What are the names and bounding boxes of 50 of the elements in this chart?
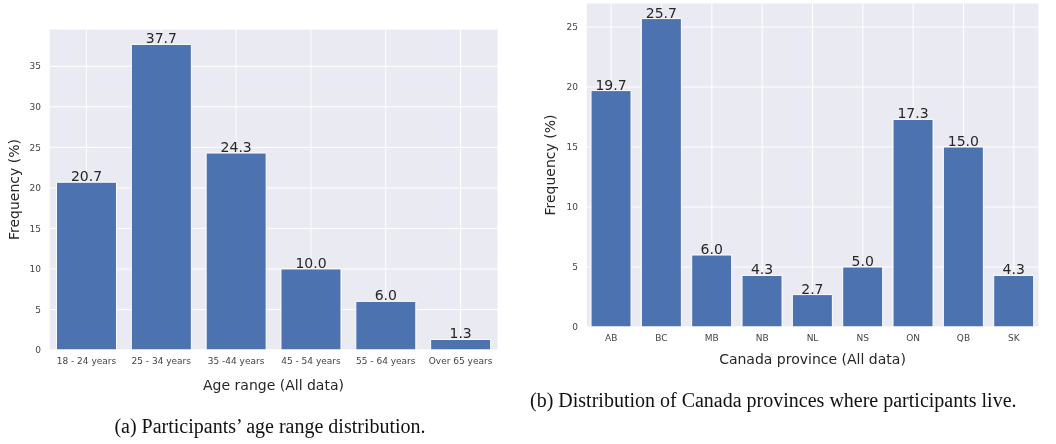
data-label: 5.0 <box>851 253 874 269</box>
y-tick-label: 10 <box>566 202 579 213</box>
x-tick-label: 35 -44 years <box>207 356 265 367</box>
data-label: 10.0 <box>295 254 327 271</box>
text: (b) Distribution of Canada provinces where participants live. <box>530 388 1018 412</box>
x-tick-label: Over 65 years <box>428 356 493 367</box>
x-axis-title: Age range (All data) <box>203 377 344 393</box>
data-label: 17.3 <box>897 105 929 122</box>
data-label: 6.0 <box>374 287 397 304</box>
data-label: 2.7 <box>801 280 824 297</box>
y-tick-label: 0 <box>572 322 579 333</box>
x-tick-label: 55 - 64 years <box>355 356 416 367</box>
y-tick-label: 5 <box>572 262 578 273</box>
y-tick-label: 25 <box>29 142 41 153</box>
x-tick-label: SK <box>1008 333 1021 344</box>
text: (a) Participants’ age range distribution. <box>113 414 427 438</box>
data-label: 4.3 <box>750 261 774 278</box>
y-tick-label: 15 <box>566 142 578 153</box>
x-tick-label: QB <box>956 333 971 344</box>
x-tick-label: 18 - 24 years <box>56 356 117 367</box>
y-axis-title: Frequency (%) <box>541 114 558 216</box>
y-tick-label: 5 <box>35 304 41 315</box>
y-tick-label: 25 <box>566 22 578 33</box>
x-tick-label: 25 - 34 years <box>131 356 192 367</box>
x-tick-label: ON <box>906 333 921 344</box>
x-tick-label: AB <box>604 333 618 344</box>
x-tick-label: NS <box>856 333 870 344</box>
y-tick-label: 20 <box>29 183 42 194</box>
x-tick-label: NB <box>755 333 769 344</box>
y-tick-label: 20 <box>566 82 579 93</box>
x-tick-label: 45 - 54 years <box>281 356 341 367</box>
data-label: 1.3 <box>449 325 472 342</box>
y-axis-title: Frequency (%) <box>5 138 22 241</box>
y-tick-label: 15 <box>29 223 41 234</box>
data-label: 6.0 <box>700 241 723 257</box>
y-tick-label: 35 <box>29 61 41 72</box>
data-label: 37.7 <box>145 30 177 47</box>
x-tick-label: BC <box>655 333 668 344</box>
data-label: 24.3 <box>220 139 252 156</box>
data-label: 25.7 <box>645 4 677 21</box>
y-tick-label: 0 <box>35 345 42 356</box>
data-label: 4.3 <box>1002 261 1025 278</box>
y-tick-label: 10 <box>29 264 42 275</box>
x-tick-label: NL <box>806 333 819 344</box>
data-label: 20.7 <box>70 168 103 185</box>
data-label: 15.0 <box>947 133 979 149</box>
x-axis-title: Canada province (All data) <box>719 351 906 367</box>
x-tick-label: MB <box>704 333 719 344</box>
data-label: 19.7 <box>595 76 627 93</box>
y-tick-label: 30 <box>29 102 42 113</box>
